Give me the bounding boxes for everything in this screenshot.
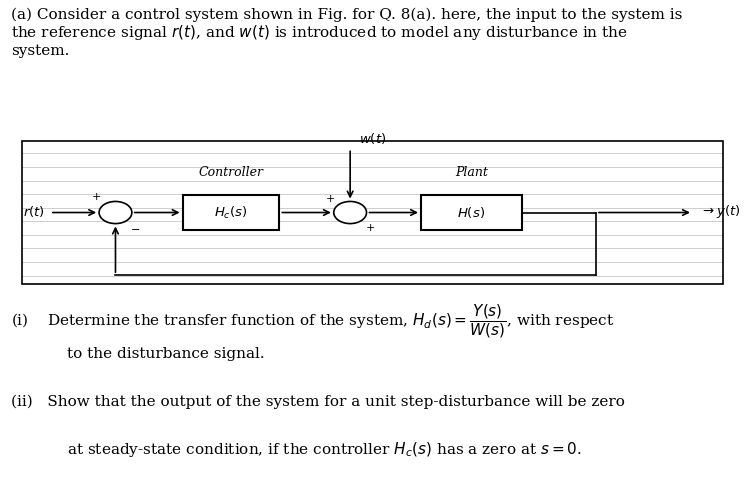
Text: at steady-state condition, if the controller $H_c(s)$ has a zero at $s = 0$.: at steady-state condition, if the contro… <box>67 440 582 459</box>
Text: to the disturbance signal.: to the disturbance signal. <box>67 347 264 361</box>
Circle shape <box>99 202 132 223</box>
Circle shape <box>334 202 367 223</box>
Text: (i)    Determine the transfer function of the system, $H_d(s)=\dfrac{Y(s)}{W(s)}: (i) Determine the transfer function of t… <box>11 302 615 340</box>
Text: Plant: Plant <box>454 166 488 179</box>
Bar <box>183 195 279 230</box>
Text: Controller: Controller <box>198 166 264 179</box>
Text: −: − <box>131 225 140 234</box>
Bar <box>421 195 522 230</box>
Text: system.: system. <box>11 44 69 58</box>
Text: the reference signal $r(t)$, and $w(t)$ is introduced to model any disturbance i: the reference signal $r(t)$, and $w(t)$ … <box>11 23 628 42</box>
Text: (ii)   Show that the output of the system for a unit step-disturbance will be ze: (ii) Show that the output of the system … <box>11 395 625 409</box>
Text: $H(s)$: $H(s)$ <box>457 205 485 220</box>
Text: $r(t)$: $r(t)$ <box>23 204 45 218</box>
Text: (a) Consider a control system shown in Fig. for Q. 8(a). here, the input to the : (a) Consider a control system shown in F… <box>11 8 682 22</box>
Text: +: + <box>92 193 101 202</box>
Text: +: + <box>366 223 375 232</box>
Text: $\rightarrow y(t)$: $\rightarrow y(t)$ <box>700 203 741 219</box>
Bar <box>22 141 723 284</box>
Text: $w(t)$: $w(t)$ <box>359 131 387 146</box>
Text: $H_c(s)$: $H_c(s)$ <box>215 204 247 221</box>
Text: +: + <box>326 194 335 204</box>
